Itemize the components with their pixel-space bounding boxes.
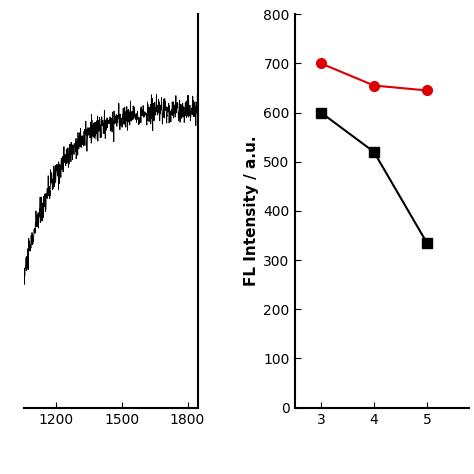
Y-axis label: FL Intensity / a.u.: FL Intensity / a.u. xyxy=(244,136,259,286)
